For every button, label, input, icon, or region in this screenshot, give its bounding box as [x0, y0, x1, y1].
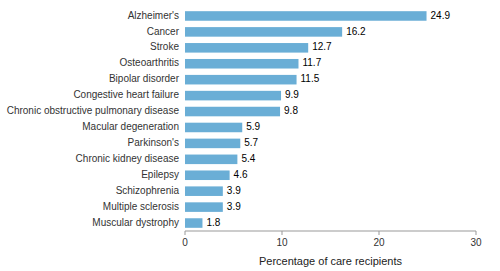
data-label: 5.4 [241, 153, 255, 164]
category-label: Muscular dystrophy [92, 217, 179, 228]
tick-label: 10 [276, 237, 288, 248]
data-label: 5.7 [244, 137, 258, 148]
bar [185, 27, 342, 37]
tick [476, 231, 477, 235]
data-label: 5.9 [246, 121, 260, 132]
tick-label: 30 [470, 237, 482, 248]
chart: Muscular dystrophy Multiple sclerosis Schi… [0, 0, 500, 271]
category-label: Osteoarthritis [120, 57, 179, 68]
tick-label: 20 [373, 237, 385, 248]
axis-line [185, 231, 476, 232]
x-axis-label: Percentage of care recipients [259, 255, 403, 267]
bar [185, 123, 242, 133]
bars [185, 11, 427, 228]
category-label: Macular degeneration [82, 121, 179, 132]
category-label: Chronic obstructive pulmonary disease [7, 105, 180, 116]
category-label: Multiple sclerosis [103, 201, 179, 212]
data-label: 24.9 [431, 10, 451, 21]
data-label: 12.7 [312, 41, 332, 52]
bar [185, 11, 427, 21]
category-label: Bipolar disorder [109, 73, 180, 84]
bar [185, 59, 298, 69]
data-label: 1.8 [206, 217, 220, 228]
data-label: 4.6 [234, 169, 248, 180]
bar [185, 202, 223, 212]
bar [185, 218, 202, 228]
data-label: 3.9 [227, 185, 241, 196]
category-label: Alzheimer's [128, 10, 179, 21]
category-label: Chronic kidney disease [76, 153, 180, 164]
category-label: Parkinson's [128, 137, 179, 148]
data-label: 16.2 [346, 26, 366, 37]
tick-label: 0 [182, 237, 188, 248]
category-label: Epilepsy [141, 169, 179, 180]
bar [185, 155, 237, 165]
tick [185, 231, 186, 235]
tick [282, 231, 283, 235]
bar [185, 75, 297, 85]
bar [185, 43, 308, 53]
category-label: Congestive heart failure [73, 89, 179, 100]
bar [185, 107, 280, 117]
tick [379, 231, 380, 235]
data-label: 9.9 [285, 89, 299, 100]
data-label: 3.9 [227, 201, 241, 212]
category-label: Schizophrenia [116, 185, 180, 196]
data-label: 11.5 [301, 73, 320, 84]
x-axis: 0 10 20 30 [182, 231, 482, 248]
bar [185, 139, 240, 149]
bar [185, 186, 223, 196]
data-label: 9.8 [284, 105, 298, 116]
category-label: Stroke [150, 41, 179, 52]
bar [185, 170, 230, 180]
bar [185, 91, 281, 101]
data-label: 11.7 [302, 57, 321, 68]
category-label: Cancer [147, 26, 180, 37]
